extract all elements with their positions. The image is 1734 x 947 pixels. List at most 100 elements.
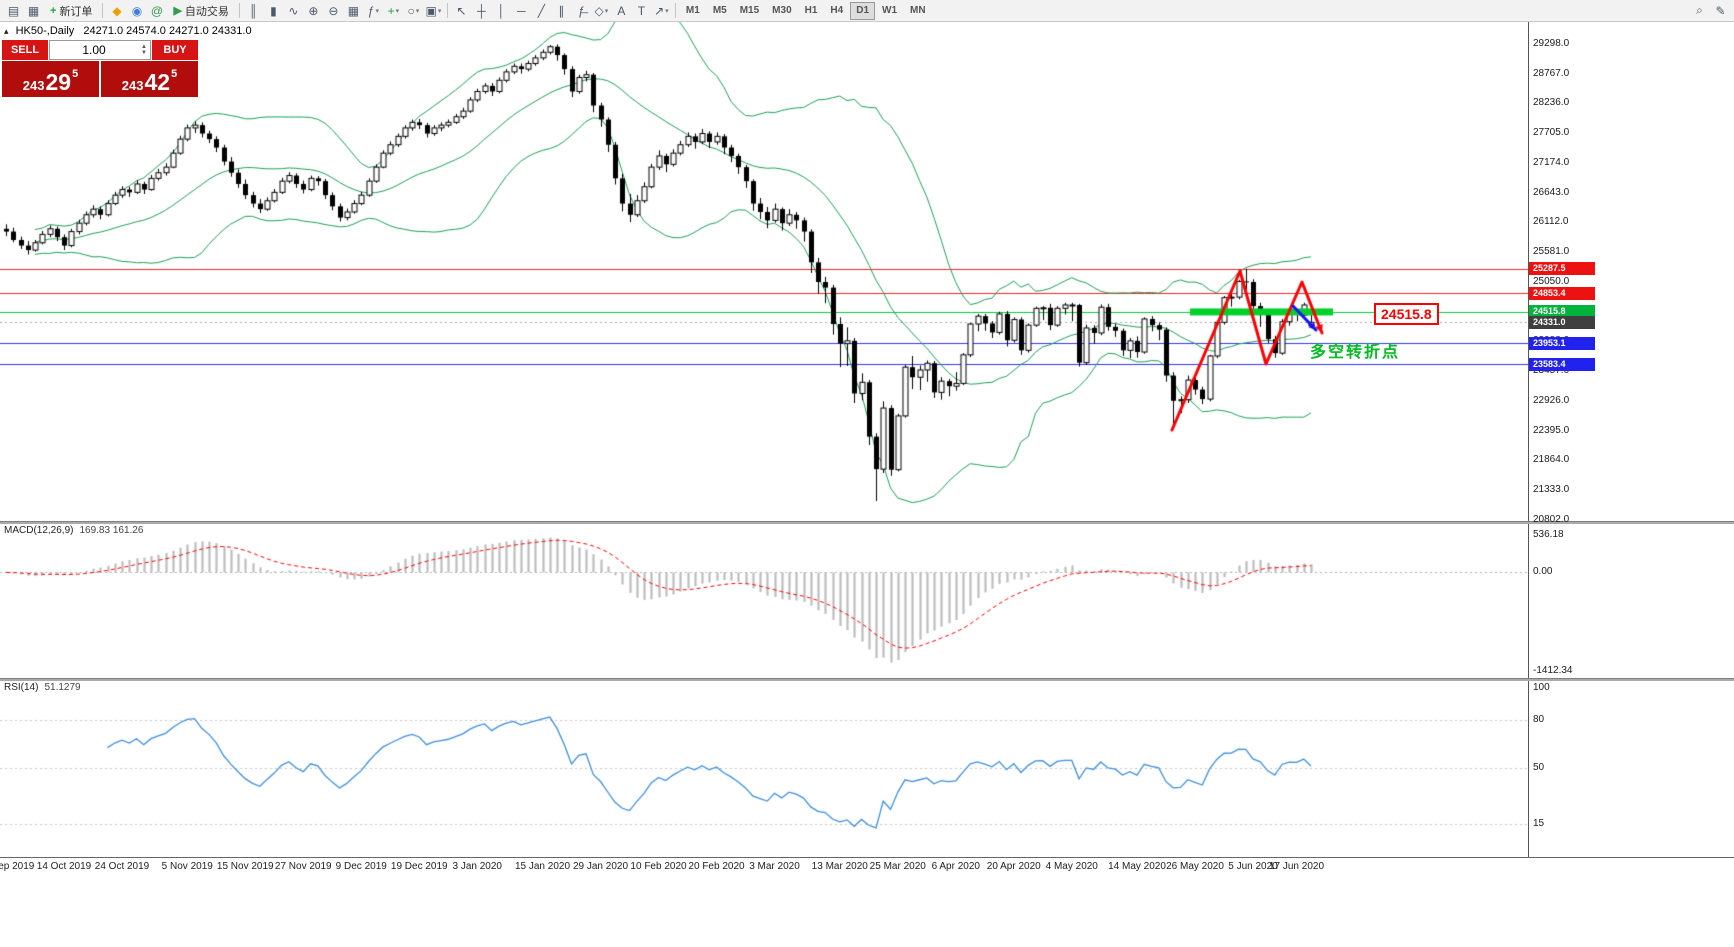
candlestick-chart-icon[interactable]: ▮ <box>270 3 277 18</box>
date-label: 14 May 2020 <box>1108 861 1166 872</box>
volume-input[interactable] <box>50 42 139 58</box>
text-icon[interactable]: A <box>617 3 626 18</box>
stepper-down-icon[interactable]: ▼ <box>141 50 147 56</box>
add-indicator-icon-dropdown-icon[interactable]: ▾ <box>395 7 400 15</box>
bull-bear-turning-point-note[interactable]: 多空转折点 <box>1310 344 1401 361</box>
macd-values: 169.83 161.26 <box>79 525 144 536</box>
buy-price-button[interactable]: 243 42 5 <box>101 61 198 97</box>
stepper-up-icon[interactable]: ▲ <box>141 44 147 50</box>
sell-price-big: 29 <box>45 69 72 95</box>
autotrading-play-icon: ▶ <box>173 5 182 17</box>
autotrading-button[interactable]: ▶ 自动交易 <box>167 2 234 20</box>
timeframe-button-m15[interactable]: M15 <box>739 5 760 16</box>
price-axis-label: 28767.0 <box>1533 67 1570 79</box>
timeframe-button-m30[interactable]: M30 <box>772 5 792 16</box>
templates-icon-dropdown-icon[interactable]: ▾ <box>437 7 442 15</box>
indicators-icon-dropdown-icon[interactable]: ▾ <box>375 7 379 15</box>
price-level-label[interactable]: 24515.8 <box>1374 303 1439 325</box>
quick-edit-icon[interactable]: ✎ <box>1715 3 1726 18</box>
date-label: 14 Oct 2019 <box>36 861 92 872</box>
autotrading-label: 自动交易 <box>184 5 229 18</box>
sell-button[interactable]: SELL <box>2 40 48 60</box>
shapes-icon-dropdown-icon[interactable]: ▾ <box>604 7 609 15</box>
indicators-icon[interactable]: ƒ ▾ <box>367 3 379 18</box>
timeframe-button-h1[interactable]: H1 <box>804 5 818 16</box>
vertical-line-icon[interactable]: │ <box>497 3 506 18</box>
price-tag: 24515.8 <box>1529 305 1595 319</box>
zoom-out-icon[interactable]: ⊖ <box>328 3 339 18</box>
market-icon[interactable]: @ <box>150 3 164 18</box>
buy-price-suffix: 5 <box>171 68 178 80</box>
label-icon[interactable]: T <box>637 3 646 18</box>
macd-axis-label: 0.00 <box>1533 566 1553 578</box>
price-axis-label: 22926.0 <box>1533 394 1570 406</box>
sell-price-button[interactable]: 243 29 5 <box>2 61 99 97</box>
buy-button[interactable]: BUY <box>152 40 198 60</box>
date-label: 9 Dec 2019 <box>335 861 387 872</box>
price-axis-label: 25050.0 <box>1533 275 1570 287</box>
macd-indicator-canvas[interactable] <box>0 523 1528 678</box>
horizontal-line-icon[interactable]: ─ <box>517 3 526 18</box>
price-tag: 25287.5 <box>1529 262 1595 276</box>
new-order-button[interactable]: + 新订单 <box>44 2 98 20</box>
periods-icon-dropdown-icon[interactable]: ▾ <box>415 7 420 15</box>
price-axis-label: 21333.0 <box>1533 484 1570 496</box>
price-axis-label: 27705.0 <box>1533 127 1570 139</box>
timeframe-button-mn[interactable]: MN <box>910 5 926 16</box>
price-axis-label: 25581.0 <box>1533 246 1570 258</box>
volume-stepper[interactable]: ▲ ▼ <box>138 44 150 56</box>
date-label: 29 Jan 2020 <box>572 861 629 872</box>
date-label: 6 Apr 2020 <box>931 861 980 872</box>
ohlc-values: 24271.0 24574.0 24271.0 24331.0 <box>83 25 252 37</box>
line-chart-icon[interactable]: ∿ <box>288 3 299 18</box>
mql5-icon[interactable]: ◆ <box>112 3 122 18</box>
rsi-indicator-canvas[interactable] <box>0 680 1528 856</box>
rsi-axis-label: 50 <box>1533 762 1545 773</box>
add-indicator-icon[interactable]: + ▾ <box>387 3 400 18</box>
arrow-tools-icon-dropdown-icon[interactable]: ▾ <box>665 7 669 15</box>
price-tag: 24331.0 <box>1529 315 1595 329</box>
arrow-tools-icon[interactable]: ↗ ▾ <box>654 3 669 18</box>
trade-panel-toggle-icon[interactable]: ▴ <box>4 26 9 36</box>
new-order-plus-icon: + <box>50 4 57 17</box>
price-axis-label: 22395.0 <box>1533 424 1570 436</box>
price-chart-canvas[interactable] <box>0 22 1528 521</box>
date-label: 17 Jun 2020 <box>1268 861 1325 872</box>
timeframe-button-m1[interactable]: M1 <box>685 5 700 16</box>
channel-icon[interactable]: ∥ <box>558 3 565 18</box>
date-label: 4 May 2020 <box>1045 861 1098 872</box>
rsi-axis-label: 15 <box>1533 818 1545 829</box>
panel-separator[interactable] <box>0 521 1734 524</box>
tile-windows-icon[interactable]: ▦ <box>347 3 360 18</box>
zoom-in-icon[interactable]: ⊕ <box>308 3 319 18</box>
timeframe-button-h4[interactable]: H4 <box>830 5 844 16</box>
price-axis-label: 28236.0 <box>1533 97 1570 109</box>
periods-icon[interactable]: ○ ▾ <box>407 3 420 18</box>
search-icon[interactable]: ⌕ <box>1696 3 1703 17</box>
buy-price-big: 42 <box>144 69 171 95</box>
community-icon[interactable]: ◉ <box>131 3 143 18</box>
price-axis-label: 21864.0 <box>1533 454 1570 466</box>
crosshair-icon[interactable]: ┼ <box>477 3 486 18</box>
date-label: 19 Dec 2019 <box>390 861 448 872</box>
date-label: 25 Mar 2020 <box>869 861 926 872</box>
fibonacci-icon[interactable]: ƒ̶ <box>578 3 585 18</box>
timeframe-button-w1[interactable]: W1 <box>882 5 898 16</box>
charts-window-icon[interactable]: ▤ <box>7 3 20 18</box>
trendline-icon[interactable]: ╱ <box>537 3 546 18</box>
panel-separator[interactable] <box>0 678 1734 681</box>
date-label: 5 Nov 2019 <box>161 861 213 872</box>
new-window-icon[interactable]: ▦ <box>27 3 40 18</box>
cursor-icon[interactable]: ↖ <box>456 3 467 18</box>
chart-title: ▴ HK50-,Daily 24271.0 24574.0 24271.0 24… <box>4 25 252 37</box>
templates-icon[interactable]: ▣ ▾ <box>425 3 442 18</box>
timeframe-button-d1[interactable]: D1 <box>850 1 876 20</box>
symbol-period-label: HK50-,Daily <box>15 25 75 37</box>
timeframe-button-m5[interactable]: M5 <box>712 5 727 16</box>
shapes-icon[interactable]: ◇ ▾ <box>594 3 609 18</box>
bar-chart-icon[interactable]: ║ <box>249 3 258 18</box>
rsi-label: RSI(14) <box>4 682 39 693</box>
price-tag: 24853.4 <box>1529 286 1595 300</box>
